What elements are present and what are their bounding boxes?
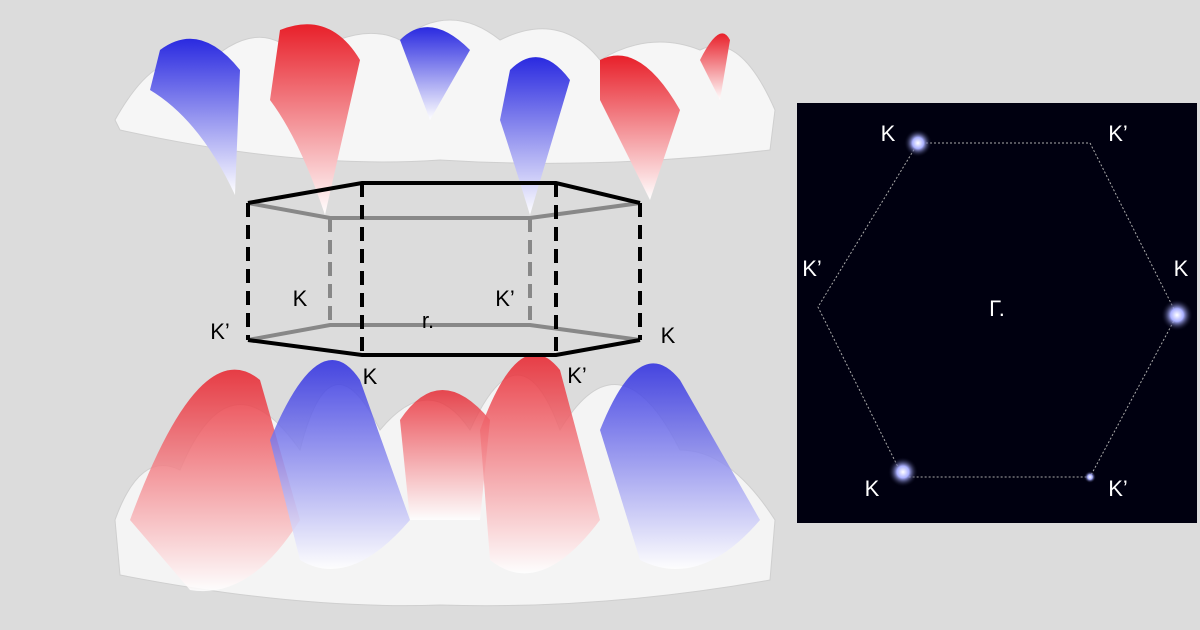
labels: K’ Kr. K’ K K K’ K K’ K’ K Γ. K K’ <box>210 121 1188 501</box>
point-label: K’ <box>1108 476 1128 501</box>
point-label: K’ <box>1108 121 1128 146</box>
point-label: K <box>1174 256 1189 281</box>
point-label: r. <box>422 308 434 333</box>
spot <box>904 129 932 157</box>
point-label: K’ <box>567 363 587 388</box>
point-label: K <box>661 323 676 348</box>
point-label: K <box>293 286 308 311</box>
point-label: K <box>363 364 378 389</box>
prism <box>246 181 642 357</box>
point-label: K’ <box>210 319 230 344</box>
point-label: K <box>881 121 896 146</box>
spot <box>888 457 918 487</box>
spot <box>1161 299 1193 331</box>
point-label: Γ. <box>989 296 1005 321</box>
upper-surface <box>114 19 776 216</box>
point-label: K’ <box>802 256 822 281</box>
point-label: K’ <box>495 286 515 311</box>
point-label: K <box>865 476 880 501</box>
lower-surface <box>114 354 776 607</box>
spot <box>1084 471 1096 483</box>
diffraction-panel <box>797 103 1197 523</box>
